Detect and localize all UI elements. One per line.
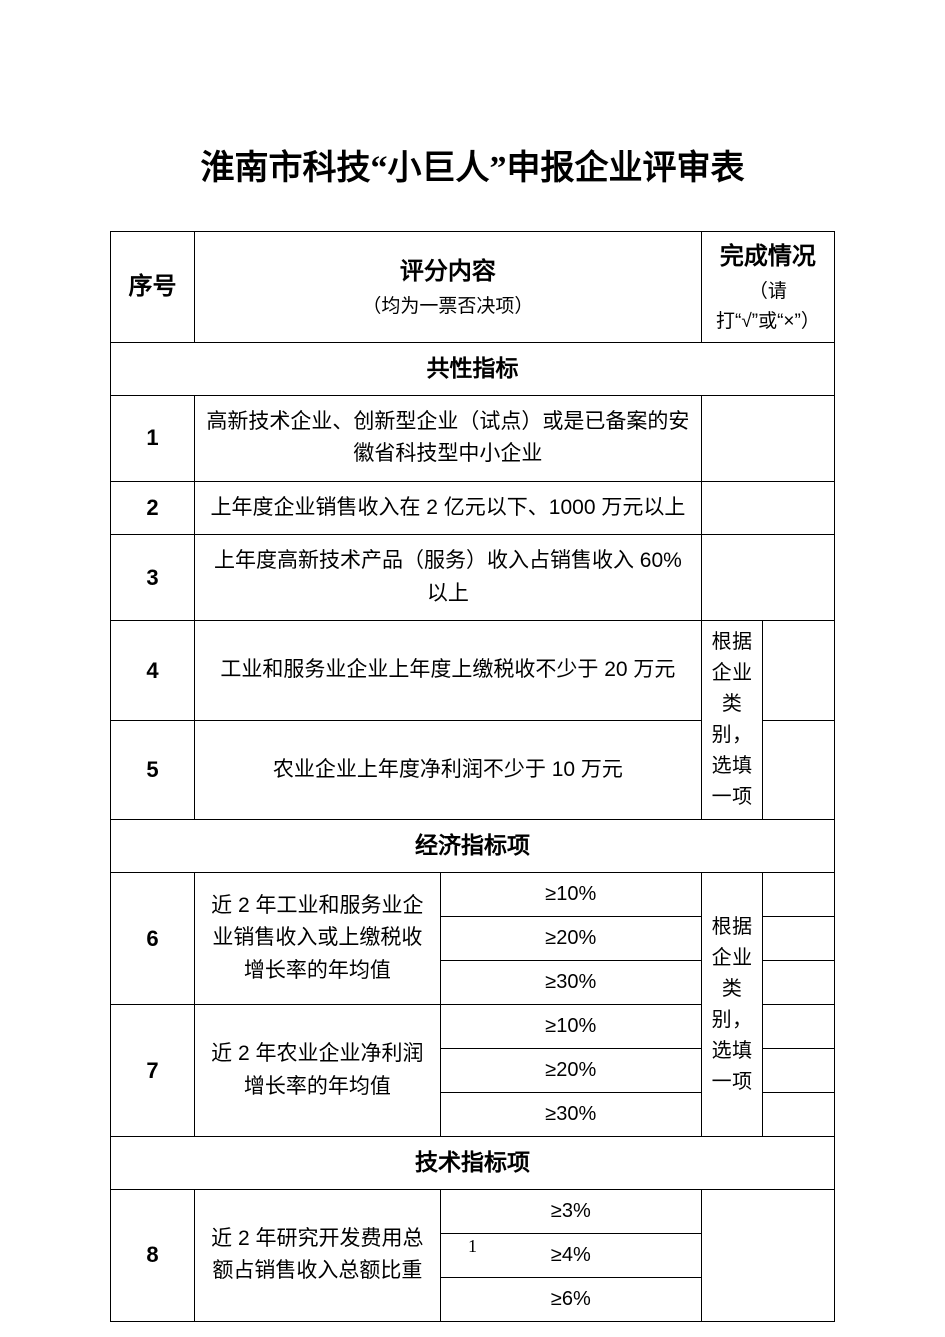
threshold-cell: ≥30% (440, 1093, 701, 1137)
table-header-row: 序号 评分内容 （均为一票否决项） 完成情况 （请打“√”或“×”） (111, 232, 835, 343)
row-seq: 4 (111, 621, 195, 721)
row-seq: 5 (111, 720, 195, 820)
row-criteria: 农业企业上年度净利润不少于 10 万元 (194, 720, 701, 820)
status-cell[interactable] (763, 621, 835, 721)
table-row: 6 近 2 年工业和服务业企业销售收入或上缴税收增长率的年均值 ≥10% 根据企… (111, 873, 835, 917)
threshold-cell: ≥10% (440, 1005, 701, 1049)
section-header-economic: 经济指标项 (111, 820, 835, 873)
evaluation-table: 序号 评分内容 （均为一票否决项） 完成情况 （请打“√”或“×”） 共性指标 … (110, 231, 835, 1322)
status-cell[interactable] (763, 1005, 835, 1049)
row-criteria: 工业和服务业企业上年度上缴税收不少于 20 万元 (194, 621, 701, 721)
table-row: 8 近 2 年研究开发费用总额占销售收入总额比重 ≥3% (111, 1189, 835, 1233)
threshold-cell: ≥30% (440, 961, 701, 1005)
row-criteria: 上年度高新技术产品（服务）收入占销售收入 60%以上 (194, 535, 701, 621)
status-cell[interactable] (763, 873, 835, 917)
row-seq: 3 (111, 535, 195, 621)
status-cell[interactable] (763, 1093, 835, 1137)
row-seq: 2 (111, 481, 195, 535)
header-seq: 序号 (111, 232, 195, 343)
status-cell[interactable] (763, 1049, 835, 1093)
page-title: 淮南市科技“小巨人”申报企业评审表 (110, 140, 835, 189)
status-cell[interactable] (763, 720, 835, 820)
table-row: 3 上年度高新技术产品（服务）收入占销售收入 60%以上 (111, 535, 835, 621)
threshold-cell: ≥20% (440, 1049, 701, 1093)
header-criteria: 评分内容 （均为一票否决项） (194, 232, 701, 343)
row-criteria: 高新技术企业、创新型企业（试点）或是已备案的安徽省科技型中小企业 (194, 395, 701, 481)
threshold-cell: ≥10% (440, 873, 701, 917)
status-cell[interactable] (701, 395, 834, 481)
row-criteria: 近 2 年工业和服务业企业销售收入或上缴税收增长率的年均值 (194, 873, 440, 1005)
threshold-cell: ≥6% (440, 1277, 701, 1321)
status-cell[interactable] (701, 535, 834, 621)
section-header-common: 共性指标 (111, 343, 835, 396)
table-row: 1 高新技术企业、创新型企业（试点）或是已备案的安徽省科技型中小企业 (111, 395, 835, 481)
section-header-technical: 技术指标项 (111, 1137, 835, 1190)
section-row-technical: 技术指标项 (111, 1137, 835, 1190)
status-cell[interactable] (763, 961, 835, 1005)
status-cell[interactable] (763, 917, 835, 961)
note-cell-45: 根据企业类别，选填一项 (701, 621, 762, 820)
header-status: 完成情况 （请打“√”或“×”） (701, 232, 834, 343)
note-cell-67: 根据企业类别，选填一项 (701, 873, 762, 1137)
row-seq: 1 (111, 395, 195, 481)
status-cell[interactable] (701, 481, 834, 535)
threshold-cell: ≥3% (440, 1189, 701, 1233)
row-seq: 6 (111, 873, 195, 1005)
page-number: 1 (0, 1236, 945, 1257)
row-criteria: 上年度企业销售收入在 2 亿元以下、1000 万元以上 (194, 481, 701, 535)
section-row-economic: 经济指标项 (111, 820, 835, 873)
table-row: 2 上年度企业销售收入在 2 亿元以下、1000 万元以上 (111, 481, 835, 535)
section-row-common: 共性指标 (111, 343, 835, 396)
threshold-cell: ≥20% (440, 917, 701, 961)
row-criteria: 近 2 年农业企业净利润增长率的年均值 (194, 1005, 440, 1137)
row-seq: 7 (111, 1005, 195, 1137)
table-row: 4 工业和服务业企业上年度上缴税收不少于 20 万元 根据企业类别，选填一项 (111, 621, 835, 721)
document-page: 淮南市科技“小巨人”申报企业评审表 序号 评分内容 （均为一票否决项） 完成情况… (0, 0, 945, 1322)
